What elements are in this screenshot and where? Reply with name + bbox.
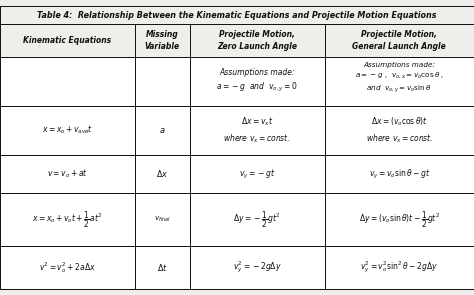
Bar [325,24,474,57]
Text: $\Delta t$: $\Delta t$ [157,262,168,273]
Bar [325,155,474,193]
Text: $v^2 = v_o^2 + 2a\Delta x$: $v^2 = v_o^2 + 2a\Delta x$ [39,260,96,275]
Text: $\Delta y = (v_o \sin\theta)t - \dfrac{1}{2}gt^2$: $\Delta y = (v_o \sin\theta)t - \dfrac{1… [359,210,440,230]
Bar [0,6,474,24]
Text: Kinematic Equations: Kinematic Equations [24,36,111,45]
Text: $v_y^2 = v_o^2 \sin^2\theta - 2g\Delta y$: $v_y^2 = v_o^2 \sin^2\theta - 2g\Delta y… [360,260,438,276]
Text: Missing
Variable: Missing Variable [145,30,180,50]
Bar [135,24,190,57]
Text: Table 4:  Relationship Between the Kinematic Equations and Projectile Motion Equ: Table 4: Relationship Between the Kinema… [37,11,437,19]
Text: $\Delta y = -\dfrac{1}{2}gt^2$: $\Delta y = -\dfrac{1}{2}gt^2$ [233,210,281,230]
Text: Projectile Motion,
General Launch Angle: Projectile Motion, General Launch Angle [353,30,446,50]
Text: $v = v_o + at$: $v = v_o + at$ [47,168,88,180]
Bar [0,57,135,106]
Text: $\Delta x = v_x t$
where $v_x = const.$: $\Delta x = v_x t$ where $v_x = const.$ [223,115,291,145]
Text: Assumptions made:
$a = -g$  and  $v_{o,y} = 0$: Assumptions made: $a = -g$ and $v_{o,y} … [216,68,298,94]
Bar [325,57,474,106]
Text: $v_y^2 = -2g\Delta y$: $v_y^2 = -2g\Delta y$ [233,260,282,276]
Bar [325,246,474,289]
Bar [0,246,135,289]
Bar [0,24,135,57]
Bar [325,106,474,155]
Bar [135,155,190,193]
Text: $v_y = -gt$: $v_y = -gt$ [239,168,275,181]
Text: Projectile Motion,
Zero Launch Angle: Projectile Motion, Zero Launch Angle [217,30,297,50]
Bar [190,106,325,155]
Bar [325,193,474,246]
Bar [190,193,325,246]
Text: $x = x_o + v_o t + \dfrac{1}{2}at^2$: $x = x_o + v_o t + \dfrac{1}{2}at^2$ [32,210,103,230]
Text: $v_{final}$: $v_{final}$ [154,215,171,224]
Bar [135,246,190,289]
Text: $x = x_o + v_{ave}t$: $x = x_o + v_{ave}t$ [42,124,93,136]
Text: $\Delta x = (v_o \cos\theta)t$
where $v_x = const.$: $\Delta x = (v_o \cos\theta)t$ where $v_… [365,115,433,145]
Bar [190,24,325,57]
Text: $a$: $a$ [159,126,165,135]
Bar [190,57,325,106]
Bar [190,246,325,289]
Bar [135,57,190,106]
Text: $v_y = v_o \sin\theta - gt$: $v_y = v_o \sin\theta - gt$ [369,168,430,181]
Bar [135,106,190,155]
Bar [0,193,135,246]
Bar [0,155,135,193]
Text: $\Delta x$: $\Delta x$ [156,168,168,179]
Bar [0,106,135,155]
Bar [190,155,325,193]
Text: Assumptions made:
$a = -g$ ,  $v_{o,x} = v_o \cos\theta$ ,
and  $v_{o,y} = v_o \: Assumptions made: $a = -g$ , $v_{o,x} = … [355,61,444,95]
Bar [135,193,190,246]
